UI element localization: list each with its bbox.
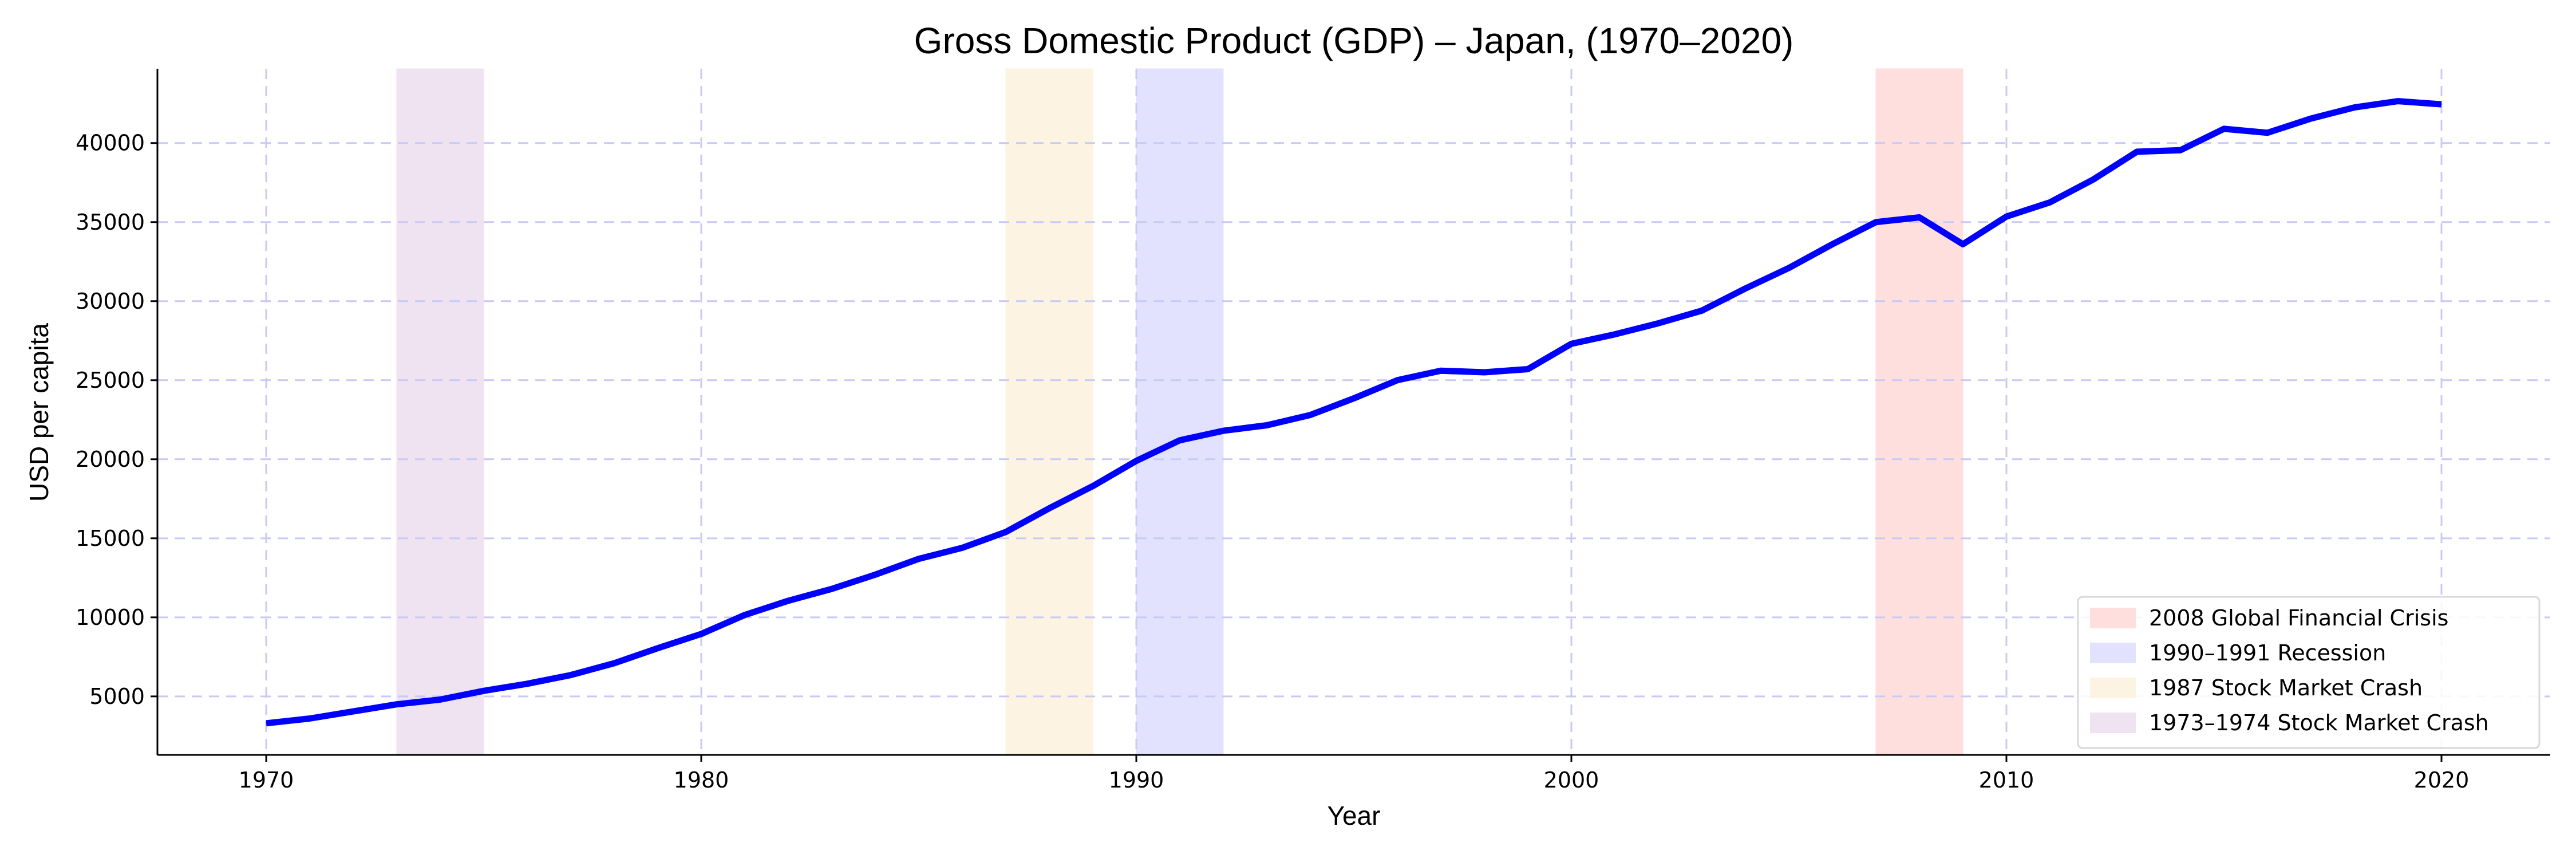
y-tick-label: 5000 (89, 684, 145, 709)
tick-labels: 1970 1980 1990 2000 2010 2020 5000 10000 15000 20… (76, 131, 2469, 793)
data-series (266, 98, 2442, 727)
x-tick-label: 1990 (1109, 767, 1164, 793)
legend-swatch-3 (2090, 713, 2136, 733)
y-axis-label: USD per capita (24, 323, 54, 502)
legend-swatch-2 (2090, 678, 2136, 698)
y-tick-label: 40000 (76, 131, 145, 156)
data-point (1136, 460, 1137, 462)
data-point (1745, 288, 1746, 289)
data-point (1049, 507, 1050, 509)
x-tick-label: 2000 (1544, 767, 1599, 793)
y-tick-label: 25000 (76, 368, 145, 393)
shaded-periods (396, 68, 1963, 755)
x-tick-label: 2010 (1979, 767, 2034, 793)
data-point (1832, 243, 1833, 245)
x-tick-label: 1980 (674, 767, 729, 793)
data-point (1919, 217, 1920, 218)
y-tick-label: 10000 (76, 605, 145, 630)
data-point (2136, 151, 2138, 152)
x-tick-label: 2020 (2414, 767, 2470, 793)
chart-title: Gross Domestic Product (GDP) – Japan, (1… (914, 20, 1794, 61)
data-point (440, 699, 441, 700)
y-tick-label: 30000 (76, 289, 145, 314)
legend-label-3: 1973–1974 Stock Market Crash (2149, 710, 2489, 735)
y-tick-label: 35000 (76, 210, 145, 235)
data-point (2354, 107, 2355, 108)
data-point (2267, 132, 2268, 133)
legend-label-1: 1990–1991 Recession (2149, 640, 2386, 666)
legend-box (2077, 596, 2541, 749)
data-point (2093, 179, 2094, 180)
data-point (1658, 322, 1659, 324)
data-point (788, 600, 789, 601)
legend-label-0: 2008 Global Financial Crisis (2149, 605, 2448, 631)
y-tick-label: 20000 (76, 447, 145, 472)
legend-swatch-0 (2090, 608, 2136, 628)
x-tick-label: 1970 (239, 767, 294, 793)
legend-swatch-1 (2090, 643, 2136, 663)
data-point (2223, 128, 2225, 129)
legend: 2008 Global Financial Crisis 1990–1991 Re… (2077, 596, 2541, 749)
data-point (701, 633, 702, 635)
legend-label-2: 1987 Stock Market Crash (2149, 675, 2423, 700)
data-point (353, 711, 354, 712)
data-point (2180, 149, 2181, 151)
shaded-period-2 (1005, 68, 1093, 755)
shaded-period-1 (1136, 68, 1224, 755)
data-point (527, 683, 528, 684)
axes (156, 69, 2550, 756)
shaded-period-0 (1875, 68, 1963, 755)
x-axis-label: Year (1327, 801, 1381, 830)
data-point (875, 574, 876, 575)
data-point (2310, 118, 2312, 119)
data-point (2441, 104, 2442, 105)
y-tick-label: 15000 (76, 526, 145, 551)
shaded-period-3 (396, 68, 484, 755)
